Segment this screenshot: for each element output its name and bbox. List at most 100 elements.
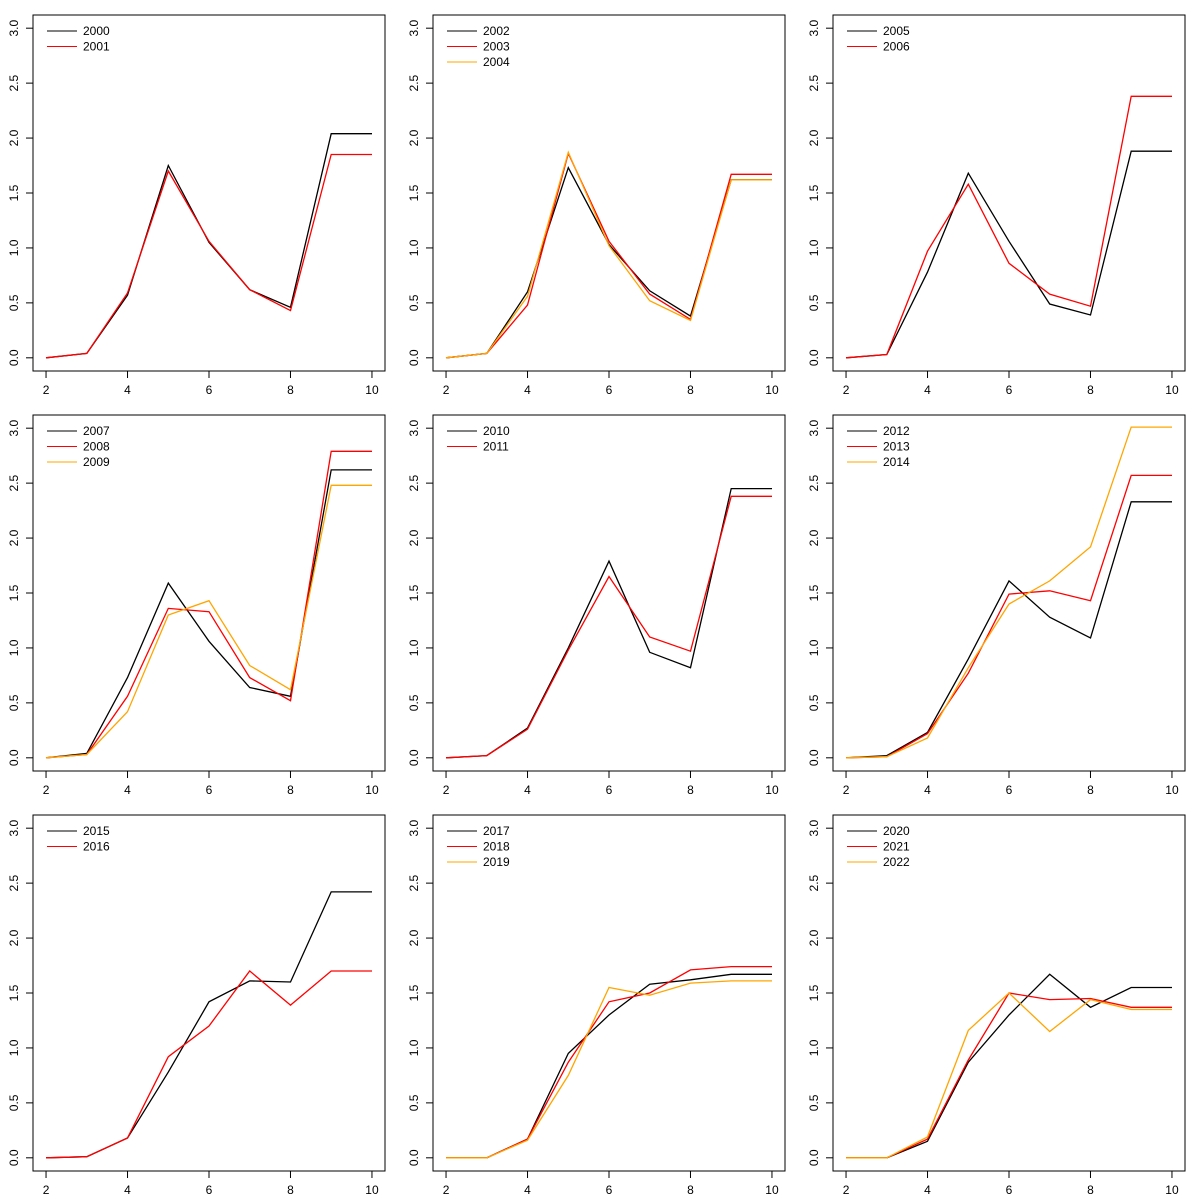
x-tick-label: 6 bbox=[1006, 783, 1013, 797]
x-tick-label: 10 bbox=[365, 1183, 379, 1197]
series-line-2011 bbox=[445, 495, 772, 759]
x-tick-label: 6 bbox=[606, 383, 613, 397]
y-tick-label: 0.0 bbox=[807, 749, 821, 766]
series-line-2009 bbox=[45, 484, 372, 759]
x-tick-label: 4 bbox=[524, 783, 531, 797]
y-tick-label: 1.0 bbox=[807, 1039, 821, 1056]
plot-frame bbox=[832, 14, 1186, 372]
legend-label-2010: 2010 bbox=[483, 424, 510, 438]
x-tick-label: 4 bbox=[524, 383, 531, 397]
y-tick-label: 0.5 bbox=[7, 1094, 21, 1111]
y-tick-label: 1.0 bbox=[7, 1039, 21, 1056]
x-tick-label: 4 bbox=[124, 383, 131, 397]
y-tick-label: 2.0 bbox=[807, 129, 821, 146]
legend-label-2000: 2000 bbox=[83, 24, 110, 38]
x-tick-label: 2 bbox=[43, 1183, 50, 1197]
series-line-2002 bbox=[445, 166, 772, 359]
legend-label-2003: 2003 bbox=[483, 40, 510, 54]
y-tick-label: 2.5 bbox=[807, 74, 821, 91]
legend-label-2004: 2004 bbox=[483, 55, 510, 69]
legend-label-2022: 2022 bbox=[883, 855, 910, 869]
y-tick-label: 0.0 bbox=[407, 1149, 421, 1166]
y-tick-label: 1.0 bbox=[407, 1039, 421, 1056]
plot-frame bbox=[32, 814, 386, 1172]
y-tick-label: 1.5 bbox=[7, 984, 21, 1001]
y-tick-label: 1.0 bbox=[407, 239, 421, 256]
panel-7: 2 4 6 8 10 0.0 0.5 1.0 1.5 2.0 2.5 3.0 2015 2016 bbox=[7, 814, 386, 1197]
y-tick-label: 1.5 bbox=[807, 184, 821, 201]
legend-label-2007: 2007 bbox=[83, 424, 110, 438]
x-tick-label: 2 bbox=[43, 383, 50, 397]
y-tick-label: 2.0 bbox=[407, 129, 421, 146]
series-line-2003 bbox=[445, 151, 772, 359]
legend-label-2008: 2008 bbox=[83, 440, 110, 454]
series-line-2020 bbox=[846, 973, 1172, 1159]
y-tick-label: 0.0 bbox=[7, 349, 21, 366]
y-tick-label: 3.0 bbox=[407, 20, 421, 37]
x-tick-label: 6 bbox=[206, 1183, 213, 1197]
panel-3: 2 4 6 8 10 0.0 0.5 1.0 1.5 2.0 2.5 3.0 2005 2006 bbox=[807, 14, 1186, 397]
series-line-2000 bbox=[45, 133, 372, 359]
series-line-2016 bbox=[45, 970, 372, 1159]
legend-label-2013: 2013 bbox=[883, 440, 910, 454]
x-tick-label: 10 bbox=[765, 783, 779, 797]
series-line-2015 bbox=[45, 891, 372, 1159]
y-tick-label: 2.5 bbox=[807, 874, 821, 891]
y-tick-label: 3.0 bbox=[7, 20, 21, 37]
series-line-2006 bbox=[845, 95, 1172, 359]
panel-5: 2 4 6 8 10 0.0 0.5 1.0 1.5 2.0 2.5 3.0 2010 2011 bbox=[407, 414, 786, 797]
y-tick-label: 2.0 bbox=[407, 929, 421, 946]
x-tick-label: 2 bbox=[443, 383, 450, 397]
y-tick-label: 0.0 bbox=[407, 749, 421, 766]
series-line-2013 bbox=[845, 474, 1172, 759]
x-tick-label: 2 bbox=[443, 783, 450, 797]
legend-label-2016: 2016 bbox=[83, 840, 110, 854]
y-tick-label: 2.0 bbox=[7, 529, 21, 546]
x-tick-label: 4 bbox=[124, 783, 131, 797]
x-tick-label: 2 bbox=[43, 783, 50, 797]
series-line-2019 bbox=[446, 980, 772, 1159]
y-tick-label: 0.0 bbox=[807, 1149, 821, 1166]
x-tick-label: 8 bbox=[287, 783, 294, 797]
x-tick-label: 8 bbox=[1087, 783, 1094, 797]
y-tick-label: 2.5 bbox=[7, 474, 21, 491]
series-line-2004 bbox=[445, 150, 772, 359]
y-tick-label: 0.5 bbox=[407, 294, 421, 311]
plot-frame bbox=[432, 414, 786, 772]
legend-label-2014: 2014 bbox=[883, 455, 910, 469]
x-tick-label: 4 bbox=[924, 383, 931, 397]
y-tick-label: 2.0 bbox=[807, 929, 821, 946]
x-tick-label: 8 bbox=[687, 783, 694, 797]
x-tick-label: 8 bbox=[1087, 383, 1094, 397]
legend-label-2020: 2020 bbox=[883, 824, 910, 838]
y-tick-label: 3.0 bbox=[807, 420, 821, 437]
y-tick-label: 2.5 bbox=[407, 474, 421, 491]
y-tick-label: 3.0 bbox=[407, 420, 421, 437]
y-tick-label: 2.0 bbox=[7, 929, 21, 946]
y-tick-label: 0.0 bbox=[407, 349, 421, 366]
x-tick-label: 8 bbox=[1087, 1183, 1094, 1197]
series-line-2007 bbox=[45, 469, 372, 759]
x-tick-label: 6 bbox=[1006, 1183, 1013, 1197]
plot-frame bbox=[32, 14, 386, 372]
y-tick-label: 3.0 bbox=[7, 820, 21, 837]
x-tick-label: 10 bbox=[365, 383, 379, 397]
y-tick-label: 1.5 bbox=[7, 584, 21, 601]
legend-label-2005: 2005 bbox=[883, 24, 910, 38]
legend-label-2019: 2019 bbox=[483, 855, 510, 869]
y-tick-label: 2.0 bbox=[407, 529, 421, 546]
x-tick-label: 8 bbox=[687, 1183, 694, 1197]
y-tick-label: 3.0 bbox=[807, 20, 821, 37]
legend-label-2017: 2017 bbox=[483, 824, 510, 838]
y-tick-label: 1.5 bbox=[407, 184, 421, 201]
x-tick-label: 2 bbox=[443, 1183, 450, 1197]
x-tick-label: 6 bbox=[606, 1183, 613, 1197]
y-tick-label: 3.0 bbox=[407, 820, 421, 837]
series-line-2008 bbox=[45, 450, 372, 759]
y-tick-label: 1.0 bbox=[807, 239, 821, 256]
y-tick-label: 1.0 bbox=[7, 639, 21, 656]
series-line-2001 bbox=[45, 153, 372, 359]
